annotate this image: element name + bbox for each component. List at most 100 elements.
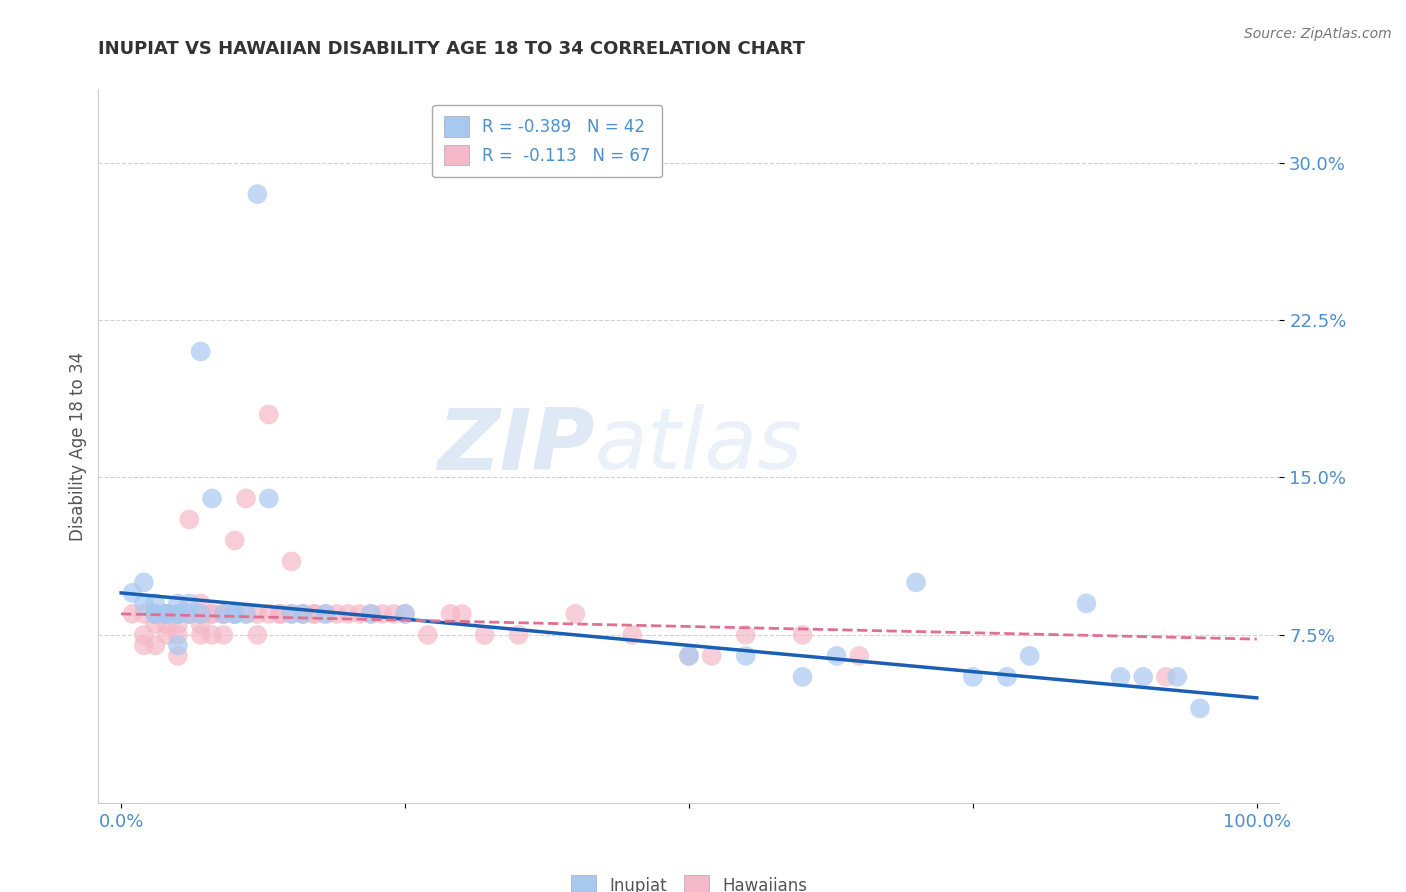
Point bbox=[1109, 670, 1132, 684]
Point bbox=[190, 617, 212, 632]
Point bbox=[155, 607, 177, 621]
Point bbox=[167, 607, 190, 621]
Point bbox=[734, 628, 756, 642]
Point bbox=[212, 607, 235, 621]
Point bbox=[179, 512, 201, 526]
Point bbox=[224, 533, 246, 548]
Point bbox=[246, 607, 269, 621]
Point bbox=[439, 607, 461, 621]
Point bbox=[1154, 670, 1177, 684]
Point bbox=[280, 607, 302, 621]
Point bbox=[1076, 596, 1098, 610]
Point bbox=[700, 648, 723, 663]
Point bbox=[132, 607, 155, 621]
Point bbox=[302, 607, 325, 621]
Point bbox=[291, 607, 314, 621]
Point bbox=[212, 607, 235, 621]
Point bbox=[224, 607, 246, 621]
Point bbox=[678, 648, 700, 663]
Point bbox=[360, 607, 382, 621]
Point bbox=[1132, 670, 1154, 684]
Point bbox=[246, 628, 269, 642]
Point bbox=[792, 670, 814, 684]
Point bbox=[235, 491, 257, 506]
Point bbox=[450, 607, 472, 621]
Point bbox=[132, 639, 155, 653]
Point bbox=[167, 648, 190, 663]
Point bbox=[235, 607, 257, 621]
Point bbox=[995, 670, 1018, 684]
Point bbox=[201, 607, 224, 621]
Point bbox=[734, 648, 756, 663]
Text: ZIP: ZIP bbox=[437, 404, 595, 488]
Point bbox=[848, 648, 870, 663]
Point bbox=[167, 628, 190, 642]
Point bbox=[291, 607, 314, 621]
Point bbox=[792, 628, 814, 642]
Point bbox=[280, 607, 302, 621]
Point bbox=[1188, 701, 1211, 715]
Point bbox=[326, 607, 349, 621]
Point bbox=[962, 670, 984, 684]
Point bbox=[224, 607, 246, 621]
Point bbox=[143, 607, 166, 621]
Point bbox=[371, 607, 394, 621]
Point bbox=[382, 607, 405, 621]
Point bbox=[416, 628, 439, 642]
Point bbox=[394, 607, 416, 621]
Point bbox=[155, 607, 177, 621]
Point bbox=[167, 596, 190, 610]
Point bbox=[257, 491, 280, 506]
Point bbox=[315, 607, 337, 621]
Point bbox=[621, 628, 644, 642]
Point bbox=[257, 607, 280, 621]
Point bbox=[474, 628, 496, 642]
Point bbox=[179, 607, 201, 621]
Point bbox=[269, 607, 291, 621]
Point bbox=[143, 617, 166, 632]
Point bbox=[246, 187, 269, 202]
Point bbox=[155, 607, 177, 621]
Point bbox=[167, 639, 190, 653]
Point bbox=[508, 628, 530, 642]
Point bbox=[291, 607, 314, 621]
Point bbox=[564, 607, 586, 621]
Point bbox=[224, 607, 246, 621]
Point bbox=[905, 575, 928, 590]
Point bbox=[143, 596, 166, 610]
Point bbox=[315, 607, 337, 621]
Point bbox=[257, 408, 280, 422]
Point bbox=[121, 586, 143, 600]
Point bbox=[179, 607, 201, 621]
Point bbox=[155, 628, 177, 642]
Point bbox=[155, 617, 177, 632]
Point bbox=[143, 607, 166, 621]
Point bbox=[269, 607, 291, 621]
Point bbox=[132, 596, 155, 610]
Point bbox=[1166, 670, 1188, 684]
Point bbox=[190, 628, 212, 642]
Point bbox=[190, 607, 212, 621]
Point bbox=[167, 607, 190, 621]
Point bbox=[1018, 648, 1040, 663]
Text: Source: ZipAtlas.com: Source: ZipAtlas.com bbox=[1244, 27, 1392, 41]
Point bbox=[143, 607, 166, 621]
Point bbox=[121, 607, 143, 621]
Point bbox=[337, 607, 360, 621]
Point bbox=[155, 607, 177, 621]
Point bbox=[190, 344, 212, 359]
Point bbox=[825, 648, 848, 663]
Point bbox=[143, 639, 166, 653]
Point bbox=[201, 628, 224, 642]
Point bbox=[201, 491, 224, 506]
Text: INUPIAT VS HAWAIIAN DISABILITY AGE 18 TO 34 CORRELATION CHART: INUPIAT VS HAWAIIAN DISABILITY AGE 18 TO… bbox=[98, 40, 806, 58]
Point bbox=[167, 617, 190, 632]
Point bbox=[302, 607, 325, 621]
Text: atlas: atlas bbox=[595, 404, 803, 488]
Point bbox=[201, 607, 224, 621]
Point bbox=[360, 607, 382, 621]
Point bbox=[678, 648, 700, 663]
Point bbox=[167, 607, 190, 621]
Y-axis label: Disability Age 18 to 34: Disability Age 18 to 34 bbox=[69, 351, 87, 541]
Point bbox=[143, 607, 166, 621]
